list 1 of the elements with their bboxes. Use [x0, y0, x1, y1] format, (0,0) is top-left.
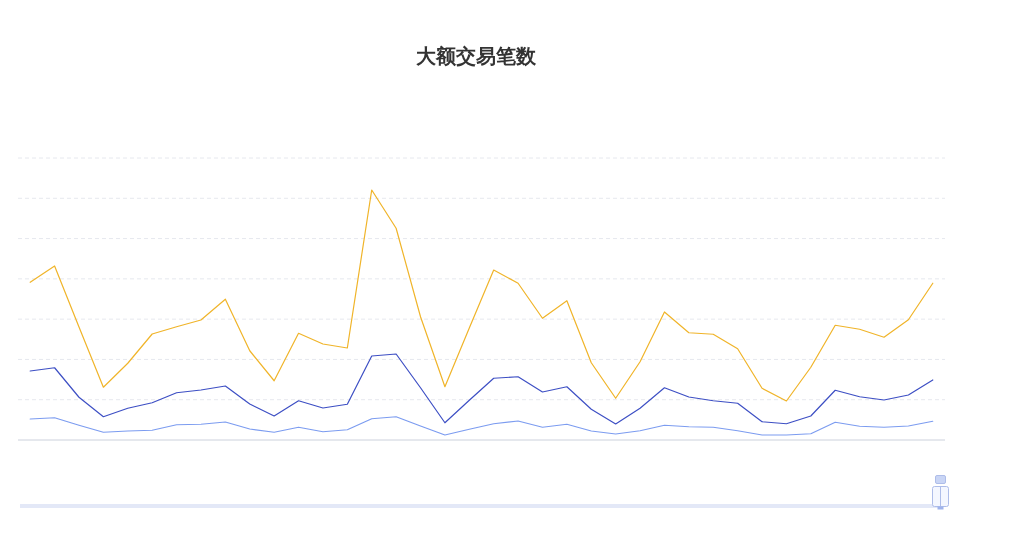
chart-title: 大额交易笔数: [416, 43, 537, 68]
